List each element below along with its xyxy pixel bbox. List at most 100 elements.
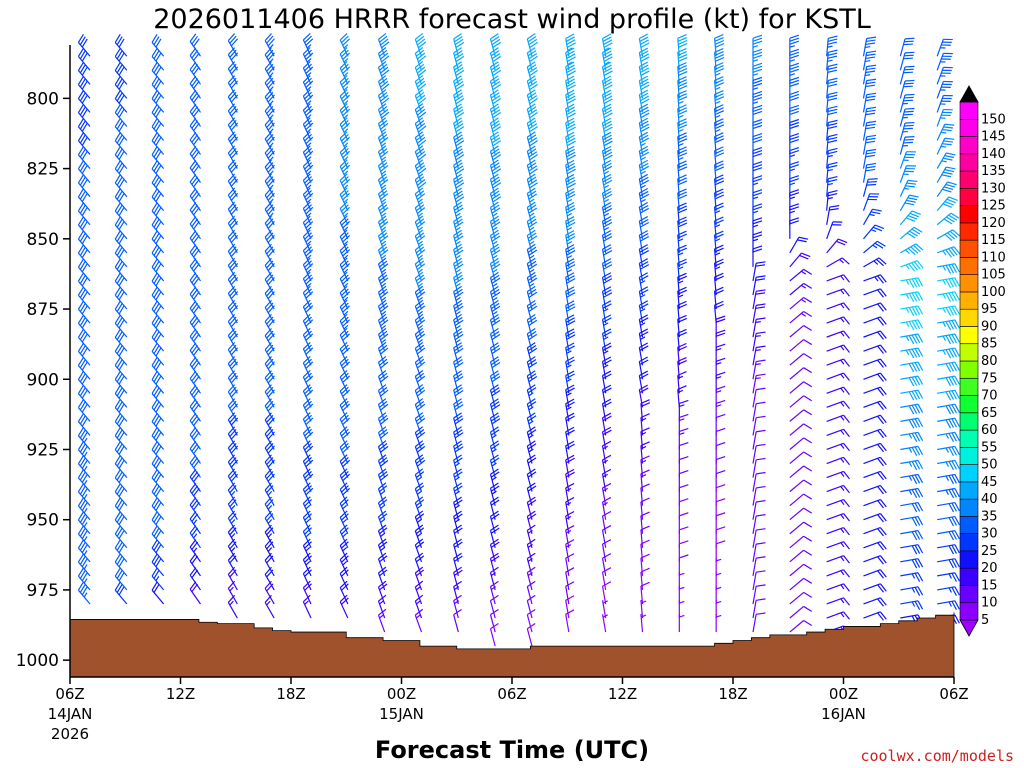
barb-flag <box>267 291 275 300</box>
barb-flag <box>155 136 162 146</box>
barb-flag <box>116 513 123 523</box>
barb-flag <box>267 178 275 187</box>
barb-half-flag <box>455 212 461 217</box>
barb-flag <box>415 499 425 507</box>
barb-flag <box>417 361 426 369</box>
barb-shaft <box>114 589 128 605</box>
barb-flag <box>491 249 501 256</box>
barb-flag <box>415 35 425 43</box>
barb-flag <box>527 148 537 155</box>
barb-shaft <box>453 600 459 619</box>
wind-barb <box>77 567 91 591</box>
barb-flag <box>602 131 612 138</box>
barb-shaft <box>114 238 128 254</box>
wind-barb <box>114 567 128 591</box>
barb-flag <box>490 78 500 85</box>
barb-flag <box>302 538 311 546</box>
barb-flag <box>342 277 351 285</box>
barb-flag <box>266 400 274 409</box>
wind-barb <box>601 201 613 225</box>
barb-flag <box>264 89 272 98</box>
barb-shaft <box>339 334 349 352</box>
barb-flag <box>490 401 500 408</box>
barb-flag <box>527 50 537 57</box>
barb-half-flag <box>565 501 572 506</box>
barb-flag <box>414 117 424 125</box>
barb-flag <box>565 92 575 99</box>
barb-flag <box>266 120 274 128</box>
barb-shaft <box>453 614 459 633</box>
barb-flag <box>378 327 387 335</box>
barb-flag <box>264 482 272 491</box>
x-tick-date: 14JAN <box>48 705 93 723</box>
barb-flag <box>380 431 389 439</box>
wind-barb <box>151 76 165 99</box>
wind-barb <box>114 581 128 605</box>
wind-barb <box>601 103 613 127</box>
barb-flag <box>302 468 311 476</box>
barb-half-flag <box>306 212 312 218</box>
barb-flag <box>341 35 349 44</box>
barb-half-flag <box>306 226 312 232</box>
barb-flag <box>527 162 537 169</box>
wind-barb <box>453 314 464 338</box>
barb-flag <box>490 162 500 169</box>
barb-flag <box>191 78 199 87</box>
barb-flag <box>230 122 239 131</box>
wind-barb <box>414 608 424 633</box>
barb-half-flag <box>529 212 535 217</box>
barb-half-flag <box>83 465 88 471</box>
barb-flag <box>118 305 125 315</box>
barb-flag <box>304 274 312 282</box>
barb-shaft <box>565 558 570 576</box>
barb-flag <box>381 97 390 105</box>
wind-barb <box>264 580 275 605</box>
barb-flag <box>454 555 463 562</box>
barb-flag <box>527 429 537 436</box>
barb-flag <box>827 41 838 45</box>
wind-barb <box>339 299 351 324</box>
barb-shaft <box>114 210 128 226</box>
barb-flag <box>189 496 197 506</box>
barb-flag <box>302 594 311 603</box>
barb-flag <box>116 527 123 537</box>
barb-flag <box>339 580 348 589</box>
barb-flag <box>230 52 239 61</box>
barb-flag <box>79 92 86 102</box>
wind-barb <box>339 327 351 352</box>
barb-flag <box>304 583 312 591</box>
wind-barb <box>151 272 165 296</box>
barb-flag <box>454 432 464 439</box>
barb-flag <box>79 218 86 228</box>
barb-flag <box>565 75 575 82</box>
barb-flag <box>417 221 426 229</box>
barb-flag <box>455 69 465 77</box>
barb-flag <box>155 108 162 118</box>
barb-flag <box>527 78 537 85</box>
barb-half-flag <box>305 518 311 524</box>
barb-flag <box>114 553 121 563</box>
barb-flag <box>229 232 237 241</box>
barb-flag <box>378 496 387 504</box>
wind-barb <box>601 258 613 282</box>
barb-half-flag <box>417 490 422 495</box>
barb-flag <box>565 190 575 197</box>
barb-flag <box>155 207 162 216</box>
barb-flag <box>191 344 199 354</box>
barb-flag <box>565 187 575 194</box>
barb-flag <box>304 569 312 577</box>
barb-half-flag <box>83 437 88 443</box>
wind-barb <box>114 202 128 226</box>
barb-flag <box>490 384 499 391</box>
barb-half-flag <box>83 592 88 598</box>
barb-flag <box>342 192 351 201</box>
barb-flag <box>528 95 538 102</box>
barb-flag <box>490 218 500 225</box>
barb-shaft <box>302 362 312 380</box>
barb-flag <box>266 288 274 297</box>
wind-barb <box>339 580 349 605</box>
barb-flag <box>528 179 538 186</box>
barb-flag <box>77 525 84 535</box>
barb-flag <box>565 230 575 236</box>
barb-half-flag <box>529 254 535 259</box>
